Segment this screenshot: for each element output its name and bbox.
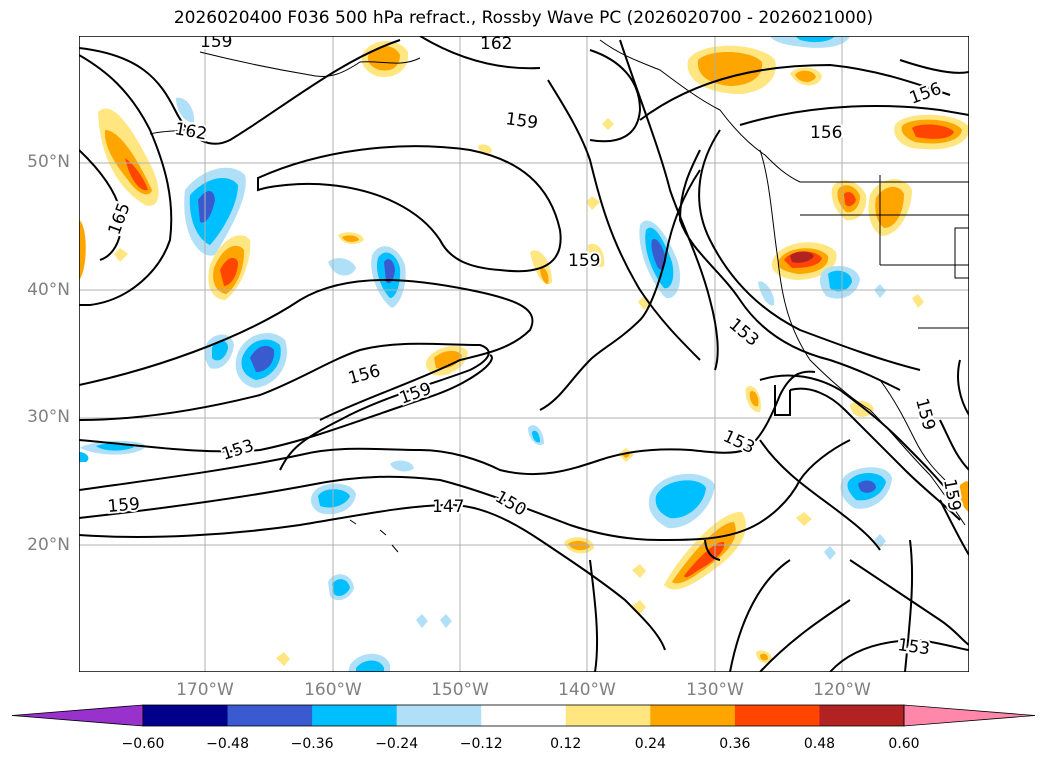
lon-label: 140°W [558,680,616,700]
colorbar-tick-label: −0.24 [375,736,419,752]
lat-label: 30°N [27,407,70,427]
positive-anomaly-patch [697,51,763,86]
negative-anomaly-patch [332,579,350,596]
positive-anomaly-patch [276,652,290,666]
positive-anomaly-patch [114,248,128,262]
colorbar-bin [481,705,567,726]
colorbar-tick-label: −0.36 [290,736,334,752]
negative-anomaly-patch [416,614,428,628]
negative-anomaly-patch [758,281,775,306]
negative-anomaly-patch [795,36,835,43]
negative-anomaly-patch [874,284,886,298]
lat-label: 20°N [27,535,70,555]
contour-label: 162 [480,34,512,54]
positive-anomaly-patch [795,70,816,83]
contour-label: 147 [432,497,464,517]
positive-anomaly-patch [684,541,725,578]
positive-anomaly-patch [220,257,238,286]
positive-anomaly-patch [790,251,814,263]
positive-anomaly-patch [632,600,646,614]
colorbar-tick-label: −0.48 [206,736,249,752]
negative-anomaly-patch [212,340,228,361]
contour-label: 159 [568,251,600,271]
positive-anomaly-patch [959,481,969,512]
lon-label: 130°W [686,680,744,700]
positive-anomaly-patch [602,118,614,130]
colorbar-tick-label: 0.24 [634,736,666,752]
positive-anomaly-patch [478,144,492,154]
negative-anomaly-patch [198,191,215,223]
negative-anomaly-patch [651,238,666,270]
contour-label: 159 [200,32,232,52]
colorbar-bin [650,705,736,726]
colorbar [11,704,1036,727]
colorbar-frame [142,704,905,727]
negative-anomaly-patch [440,614,452,628]
chart-title: 2026020400 F036 500 hPa refract., Rossby… [173,8,874,28]
map-area: 159 162 162 165 159 156 156 159 153 156 … [79,32,969,672]
negative-anomaly-patch [176,97,195,123]
positive-anomaly-patch [588,243,605,268]
positive-anomaly-patch [540,267,549,284]
negative-anomaly-patch [384,259,395,284]
positive-anomaly-patch [844,192,856,207]
lon-label: 170°W [176,680,234,700]
graticule [79,36,969,672]
positive-anomaly-patch [125,158,148,191]
colorbar-tick-label: 0.12 [550,736,582,752]
negative-anomaly-patch [828,270,852,292]
colorbar-bin [734,705,820,726]
coastlines [149,39,969,553]
colorbar-bin [565,705,651,726]
lat-label: 50°N [27,152,70,172]
lon-label: 150°W [431,680,489,700]
geopotential-contours [79,36,969,672]
negative-anomaly-patch [655,480,706,519]
positive-anomaly-patch [586,196,600,210]
negative-anomaly-patch [356,660,384,672]
positive-anomaly-patch [79,220,86,280]
positive-anomaly-patch [912,124,954,139]
colorbar-bin [396,705,482,726]
negative-anomaly-patch [318,489,350,508]
negative-anomaly-patch [858,480,876,493]
lon-label: 160°W [304,680,362,700]
colorbar-extend-low [11,704,144,727]
negative-anomaly-patch [824,546,836,560]
lat-label: 40°N [27,280,70,300]
positive-anomaly-patch [912,294,924,308]
positive-anomaly-patch [796,512,812,526]
negative-anomaly-patch [79,452,89,462]
colorbar-bin [819,705,905,726]
positive-anomaly-patch [760,653,768,661]
positive-anomaly-patch [367,46,400,71]
negative-anomaly-patch [250,345,275,372]
colorbar-bin [227,705,313,726]
colorbar-tick-label: 0.36 [719,736,751,752]
positive-anomaly-patch [749,391,759,407]
negative-anomaly-patch [532,430,540,443]
positive-anomaly-patch [342,235,359,242]
colorbar-tick-label: 0.48 [803,736,836,752]
colorbar-tick-label: 0.60 [888,736,920,752]
colorbar-tick-label: −0.12 [459,736,503,752]
negative-anomaly-patch [189,177,238,245]
positive-anomaly-patch [632,564,646,578]
lon-label: 120°W [813,680,871,700]
colorbar-bin [312,705,398,726]
negative-anomaly-patch [390,460,414,472]
positive-anomaly-patch [434,350,462,369]
colorbar-extend-high [903,704,1036,727]
positive-anomaly-patch [638,296,652,310]
negative-anomaly-patch [328,258,356,276]
positive-anomaly-patch [875,186,904,228]
contour-label: 156 [810,123,842,143]
contour-label: 159 [107,494,141,517]
colorbar-bin [143,705,229,726]
colorbar-tick-label: −0.60 [121,736,165,752]
